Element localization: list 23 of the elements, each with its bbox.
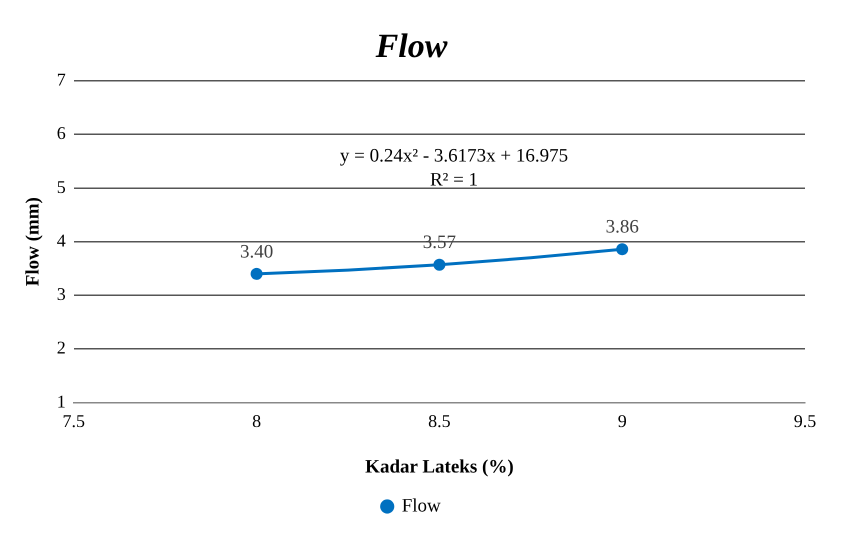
point xyxy=(250,268,263,280)
x-tick-label: 7.5 xyxy=(62,411,86,432)
y-tick-label: 7 xyxy=(56,70,66,90)
x-tick-label: 8 xyxy=(252,411,262,432)
chart-title: Flow xyxy=(374,28,448,66)
x-tick-label: 8.5 xyxy=(428,411,451,432)
data-label: 3.40 xyxy=(240,241,274,262)
y-tick-label: 1 xyxy=(56,391,66,412)
point xyxy=(616,243,628,256)
annotation: R² = 1 xyxy=(430,169,478,190)
y-tick-label: 6 xyxy=(56,123,66,144)
point xyxy=(433,258,446,271)
y-tick-label: 5 xyxy=(56,176,66,197)
data-label: 3.86 xyxy=(606,216,639,238)
y-axis-title: Flow (mm) xyxy=(22,197,44,286)
y-tick-label: 3 xyxy=(56,284,66,304)
x-axis-title: Kadar Lateks (%) xyxy=(365,456,514,478)
annotation: y = 0.24x² - 3.6173x + 16.975 xyxy=(340,145,568,166)
x-tick-label: 9.5 xyxy=(794,411,816,432)
y-tick-label: 2 xyxy=(56,338,66,358)
y-tick-label: 4 xyxy=(56,230,66,250)
x-tick-label: 9 xyxy=(618,411,627,432)
legend-label: Flow xyxy=(402,495,442,516)
